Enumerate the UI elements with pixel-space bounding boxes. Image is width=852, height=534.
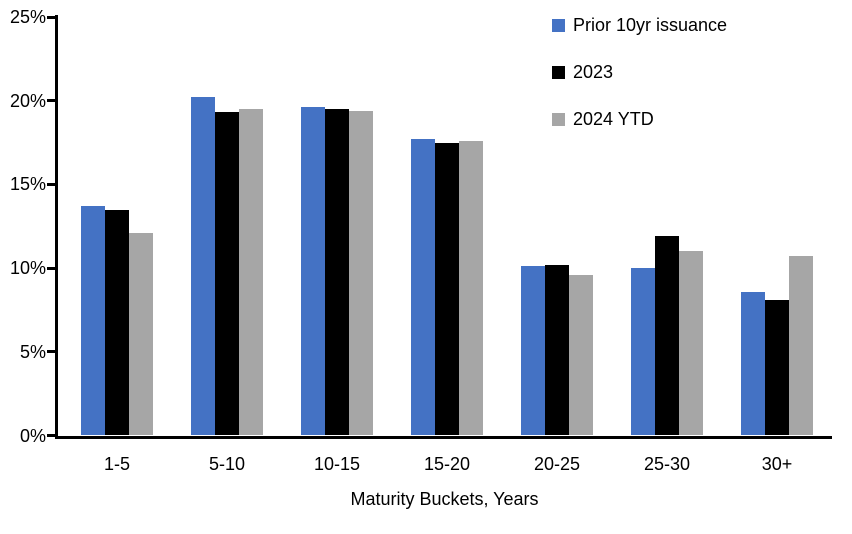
x-axis-line (55, 436, 832, 439)
legend: Prior 10yr issuance 2023 2024 YTD (552, 15, 727, 130)
bar (239, 109, 263, 436)
bar (301, 107, 325, 436)
bar (411, 139, 435, 436)
y-axis-tick (47, 266, 55, 270)
bar (105, 209, 129, 436)
legend-marker-icon (552, 19, 565, 32)
bar (655, 236, 679, 436)
bar (765, 299, 789, 436)
x-tick-label: 1-5 (103, 454, 130, 474)
y-axis-line (55, 15, 58, 439)
legend-label: 2023 (573, 62, 614, 82)
y-tick-label: 20% (9, 90, 46, 111)
legend-item: 2024 YTD (552, 109, 727, 130)
legend-item: 2023 (552, 62, 727, 83)
y-tick-label: 5% (19, 341, 46, 362)
x-tick-label: 30+ (761, 454, 793, 474)
x-tick-label: 10-15 (313, 454, 361, 474)
legend-item: Prior 10yr issuance (552, 15, 727, 36)
bar (741, 291, 765, 436)
y-axis-tick (47, 182, 55, 186)
x-tick-label: 20-25 (533, 454, 581, 474)
x-tick-label: 15-20 (423, 454, 471, 474)
bar (325, 109, 349, 436)
y-axis-tick (47, 350, 55, 354)
bar (81, 206, 105, 436)
y-tick-label: 0% (19, 425, 46, 446)
bar (679, 251, 703, 436)
bar (789, 256, 813, 436)
x-tick-label: 5-10 (208, 454, 246, 474)
bar (215, 112, 239, 436)
bar (349, 110, 373, 436)
x-axis-title: Maturity Buckets, Years (350, 489, 539, 509)
legend-label: 2024 YTD (573, 109, 654, 129)
legend-marker-icon (552, 113, 565, 126)
bar (569, 274, 593, 436)
y-axis-tick (47, 99, 55, 103)
bar (191, 97, 215, 436)
bar (521, 266, 545, 436)
y-tick-label: 25% (9, 7, 46, 27)
y-tick-label: 10% (9, 258, 46, 279)
bar (129, 232, 153, 436)
legend-label: Prior 10yr issuance (573, 15, 728, 35)
bar (459, 140, 483, 436)
bar (545, 264, 569, 436)
y-axis-tick (47, 434, 55, 437)
bar (435, 142, 459, 436)
legend-marker-icon (552, 66, 565, 79)
x-tick-label: 25-30 (643, 454, 691, 474)
y-axis-tick (47, 15, 55, 19)
bar (631, 268, 655, 436)
y-tick-label: 15% (9, 174, 46, 195)
